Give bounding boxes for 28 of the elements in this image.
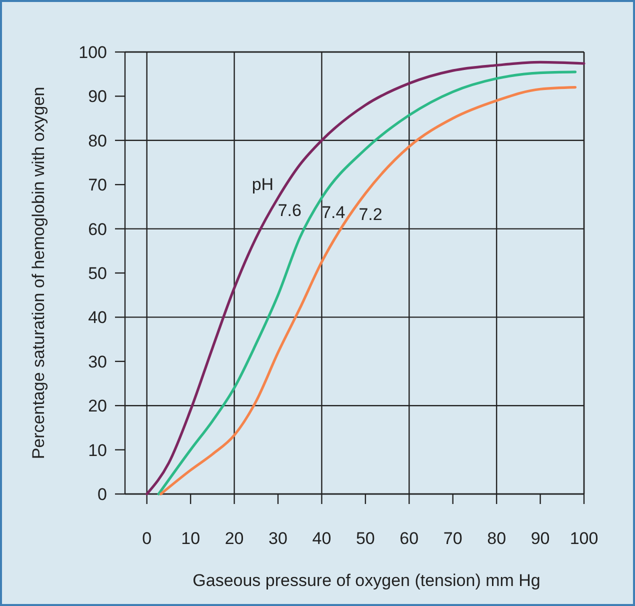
- y-tick-label: 50: [88, 264, 107, 283]
- x-tick-label: 10: [181, 529, 200, 548]
- legend-title: pH: [252, 174, 274, 194]
- y-tick-label: 70: [88, 176, 107, 195]
- x-tick-label: 30: [268, 529, 288, 548]
- series-label: 7.2: [358, 204, 382, 224]
- y-tick-label: 60: [88, 220, 107, 239]
- y-tick-label: 40: [88, 308, 107, 328]
- y-tick-label: 0: [98, 484, 107, 504]
- x-tick-label: 90: [530, 529, 550, 548]
- x-axis-title: Gaseous pressure of oxygen (tension) mm Hg: [192, 571, 540, 590]
- y-tick-label: 10: [88, 440, 107, 460]
- y-tick-label: 90: [88, 87, 107, 106]
- y-tick-label: 100: [78, 42, 107, 62]
- x-tick-label: 40: [312, 529, 332, 548]
- y-tick-label: 30: [88, 352, 107, 372]
- series-label: 7.4: [322, 202, 346, 222]
- series-label: 7.6: [278, 200, 302, 220]
- x-tick-label: 0: [142, 529, 152, 548]
- x-tick-label: 70: [443, 529, 462, 548]
- y-axis-title: Percentage saturation of hemoglobin with oxygen: [29, 86, 48, 460]
- x-tick-label: 50: [356, 529, 375, 548]
- x-tick-label: 60: [400, 529, 419, 548]
- x-tick-label: 100: [570, 529, 598, 548]
- y-tick-label: 20: [88, 396, 107, 416]
- x-tick-label: 20: [224, 529, 244, 548]
- x-tick-label: 80: [487, 529, 506, 548]
- y-tick-label: 80: [88, 131, 107, 150]
